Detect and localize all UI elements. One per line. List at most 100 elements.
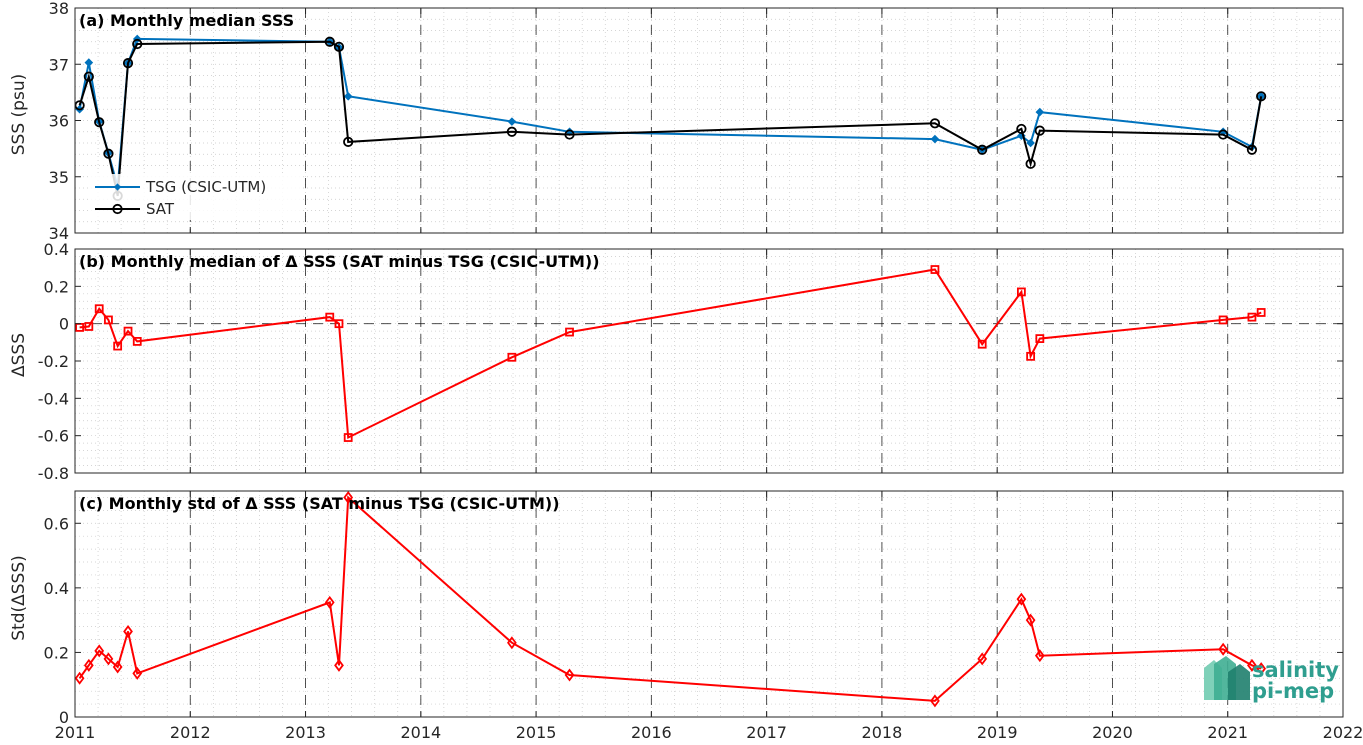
data-point-delta [343, 490, 354, 504]
data-point-sat [83, 71, 94, 82]
data-point-sat [333, 41, 345, 52]
data-point-sat [132, 38, 143, 50]
panel-a-ylabel: SSS (psu) [9, 74, 29, 155]
data-point-delta [1016, 592, 1027, 606]
data-point-delta [930, 265, 940, 274]
y-tick-label: 0 [59, 315, 69, 334]
x-tick-label: 2022 [1323, 723, 1363, 742]
data-point-tsg [343, 92, 353, 101]
data-point-delta [132, 666, 143, 680]
x-tick-label: 2016 [631, 723, 672, 742]
legend-marker-sat [112, 203, 123, 215]
legend-label-tsg: TSG (CSIC-UTM) [145, 178, 266, 196]
data-point-tsg [1035, 107, 1045, 117]
data-point-sat [122, 58, 134, 69]
x-tick-label: 2014 [400, 723, 441, 742]
panel-a: 34 35 36 37 38 (a) Monthly median SSS SSS (p… [9, 0, 1344, 243]
panel-b-title: (b) Monthly median of Δ SSS (SAT minus T… [79, 252, 600, 271]
legend-background [88, 174, 300, 220]
data-point-sat [343, 136, 354, 147]
panel-c-ylabel: Std(ΔSSS) [9, 555, 29, 641]
y-tick-label: -0.8 [38, 464, 69, 483]
y-tick-label: -0.6 [38, 427, 69, 446]
data-point-sat [94, 117, 105, 128]
data-point-delta [1247, 658, 1257, 672]
x-tick-label: 2011 [55, 723, 96, 742]
data-point-delta [123, 326, 133, 336]
data-point-delta [103, 652, 114, 666]
panel-b-plot-area [75, 249, 1343, 473]
data-point-delta [113, 341, 123, 351]
data-point-sat [1218, 129, 1229, 140]
panel-c-series [74, 490, 1267, 708]
data-point-sat [1246, 144, 1258, 155]
data-point-tsg [1026, 138, 1035, 148]
panel-b-ticks: -0.8 -0.6 -0.4 -0.2 0 0.2 0.4 [38, 240, 1344, 483]
x-tick-label: 2018 [862, 723, 903, 742]
data-point-delta [1218, 315, 1228, 325]
data-point-tsg [84, 58, 94, 67]
data-point-delta [112, 660, 123, 674]
data-point-delta [1035, 334, 1045, 344]
data-point-delta [1026, 351, 1036, 361]
data-point-delta [334, 319, 344, 329]
data-point-sat [103, 148, 114, 159]
data-point-delta [1218, 642, 1228, 656]
logo-text-salinity: salinity [1252, 658, 1339, 682]
x-tick-label: 2017 [746, 723, 787, 742]
data-point-delta [977, 339, 987, 349]
legend-label-sat: SAT [146, 200, 175, 218]
data-point-delta [1025, 613, 1036, 627]
data-point-sat [1016, 123, 1027, 135]
data-point-delta [94, 304, 104, 314]
data-point-delta [507, 636, 517, 650]
logo-emblem-icon [1204, 656, 1250, 700]
x-tick-label: 2012 [170, 723, 211, 742]
panel-b-series [75, 265, 1266, 442]
data-point-delta [334, 658, 344, 672]
x-tick-label: 2013 [285, 723, 326, 742]
x-tick-label: 2021 [1207, 723, 1248, 742]
panel-b-ylabel: ΔSSS [9, 333, 29, 377]
x-tick-label: 2019 [977, 723, 1018, 742]
data-point-tsg [507, 117, 517, 126]
panel-a-series [74, 34, 1267, 201]
data-point-sat [324, 36, 335, 47]
y-tick-label: 0.2 [44, 643, 69, 662]
data-point-delta [1256, 308, 1266, 317]
series-line-delta [78, 495, 1262, 702]
panel-b-frame [74, 248, 1344, 474]
data-point-delta [930, 694, 940, 708]
data-point-tsg [930, 134, 940, 144]
data-point-delta [123, 624, 133, 638]
panel-c-frame [74, 490, 1344, 718]
y-tick-label: 0.4 [44, 240, 69, 259]
data-point-delta [324, 595, 335, 609]
data-point-delta [132, 336, 142, 346]
y-tick-label: -0.4 [38, 389, 69, 408]
data-point-delta [507, 352, 517, 362]
data-point-delta [325, 312, 335, 322]
panel-a-title: (a) Monthly median SSS [79, 11, 294, 30]
y-tick-label: 0.2 [44, 277, 69, 296]
panel-c-plot-area [75, 491, 1343, 717]
y-tick-label: 35 [49, 168, 69, 187]
y-tick-label: 0 [59, 708, 69, 727]
data-point-delta [1256, 662, 1267, 676]
x-tick-label: 2015 [516, 723, 557, 742]
panel-a-legend: TSG (CSIC-UTM) SAT [88, 174, 300, 220]
data-point-delta [94, 644, 105, 658]
y-tick-label: 37 [49, 55, 69, 74]
logo-text-pi-mep: pi-mep [1252, 679, 1334, 703]
y-tick-label: 38 [49, 0, 69, 18]
data-point-delta [84, 322, 94, 331]
panel-c-ticks: 0 0.2 0.4 0.6 2011 2012 2013 2014 2015 2016 2017 20… [44, 491, 1363, 742]
panel-c: 0 0.2 0.4 0.6 2011 2012 2013 2014 2015 2016 2017 20… [9, 490, 1363, 742]
salinity-pi-mep-logo: salinity pi-mep [1204, 656, 1339, 703]
data-point-sat [1034, 125, 1045, 136]
data-point-delta [104, 315, 113, 325]
y-tick-label: 0.6 [44, 514, 69, 533]
data-point-delta [1034, 649, 1045, 663]
data-point-delta [977, 652, 988, 666]
